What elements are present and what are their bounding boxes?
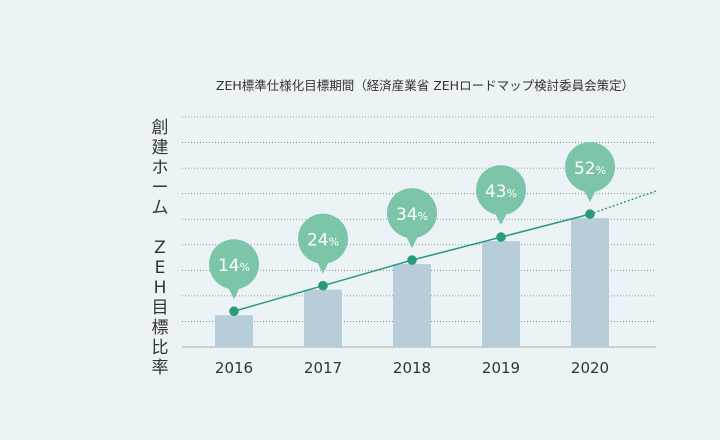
data-point-2020	[585, 209, 595, 219]
data-point-2018	[407, 255, 417, 265]
data-label-2020: 52%	[574, 159, 606, 179]
data-point-2017	[318, 280, 328, 291]
data-label-2019: 43%	[485, 182, 517, 202]
value-bubble-2016: 14%	[209, 239, 259, 300]
trend-line-extension	[589, 190, 657, 215]
bubble-pointer	[405, 234, 419, 249]
x-tick-2018: 2018	[393, 359, 431, 377]
y-axis-label-char	[140, 218, 180, 238]
y-axis-label-char: 比	[151, 338, 169, 358]
value-bubble-2020: 52%	[565, 142, 615, 203]
y-axis-label-char: ム	[151, 198, 169, 218]
y-axis-label-char: 率	[151, 358, 169, 378]
value-bubble-2017: 24%	[298, 213, 348, 274]
bars	[215, 218, 609, 347]
value-bubbles: 14% 24% 34% 43% 52%	[209, 142, 615, 300]
bubble-pointer	[583, 188, 597, 203]
value-bubble-2019: 43%	[476, 165, 526, 226]
bubble-circle	[565, 142, 615, 193]
x-tick-2019: 2019	[482, 359, 520, 377]
y-axis-label-char: E	[154, 258, 166, 278]
y-axis-label-char: 目	[151, 298, 169, 318]
data-points	[229, 209, 595, 317]
bubble-pointer	[494, 211, 508, 226]
y-axis-label-char: 標	[151, 318, 169, 338]
y-axis-label-char: 創	[151, 118, 169, 138]
data-label-2018: 34%	[396, 205, 428, 225]
y-axis-label-char: H	[153, 278, 167, 298]
data-label-2017: 24%	[307, 231, 339, 251]
bar-2018	[393, 264, 431, 347]
y-axis-label-char: ー	[151, 178, 169, 198]
bar-2019	[482, 241, 520, 347]
bubble-pointer	[316, 259, 330, 274]
bar-2017	[304, 289, 342, 347]
bubble-circle	[387, 188, 437, 239]
bubble-pointer	[227, 285, 241, 300]
bubble-circle	[209, 239, 259, 290]
bar-2016	[215, 315, 253, 347]
x-tick-labels: 2016 2017 2018 2019 2020	[215, 359, 609, 377]
data-label-2016: 14%	[218, 256, 250, 276]
y-axis-label-char: Z	[154, 238, 166, 258]
data-point-2016	[229, 306, 239, 317]
y-axis-label-char: 建	[151, 138, 169, 158]
chart-title: ZEH標準仕様化目標期間（経済産業省 ZEHロードマップ検討委員会策定）	[216, 78, 634, 93]
bubble-circle	[298, 213, 348, 264]
x-tick-2020: 2020	[571, 359, 609, 377]
y-axis-label-char: ホ	[151, 158, 169, 178]
bubble-circle	[476, 165, 526, 216]
x-tick-2016: 2016	[215, 359, 253, 377]
value-bubble-2018: 34%	[387, 188, 437, 249]
data-point-2019	[496, 232, 506, 242]
x-tick-2017: 2017	[304, 359, 342, 377]
bar-2020	[571, 218, 609, 347]
